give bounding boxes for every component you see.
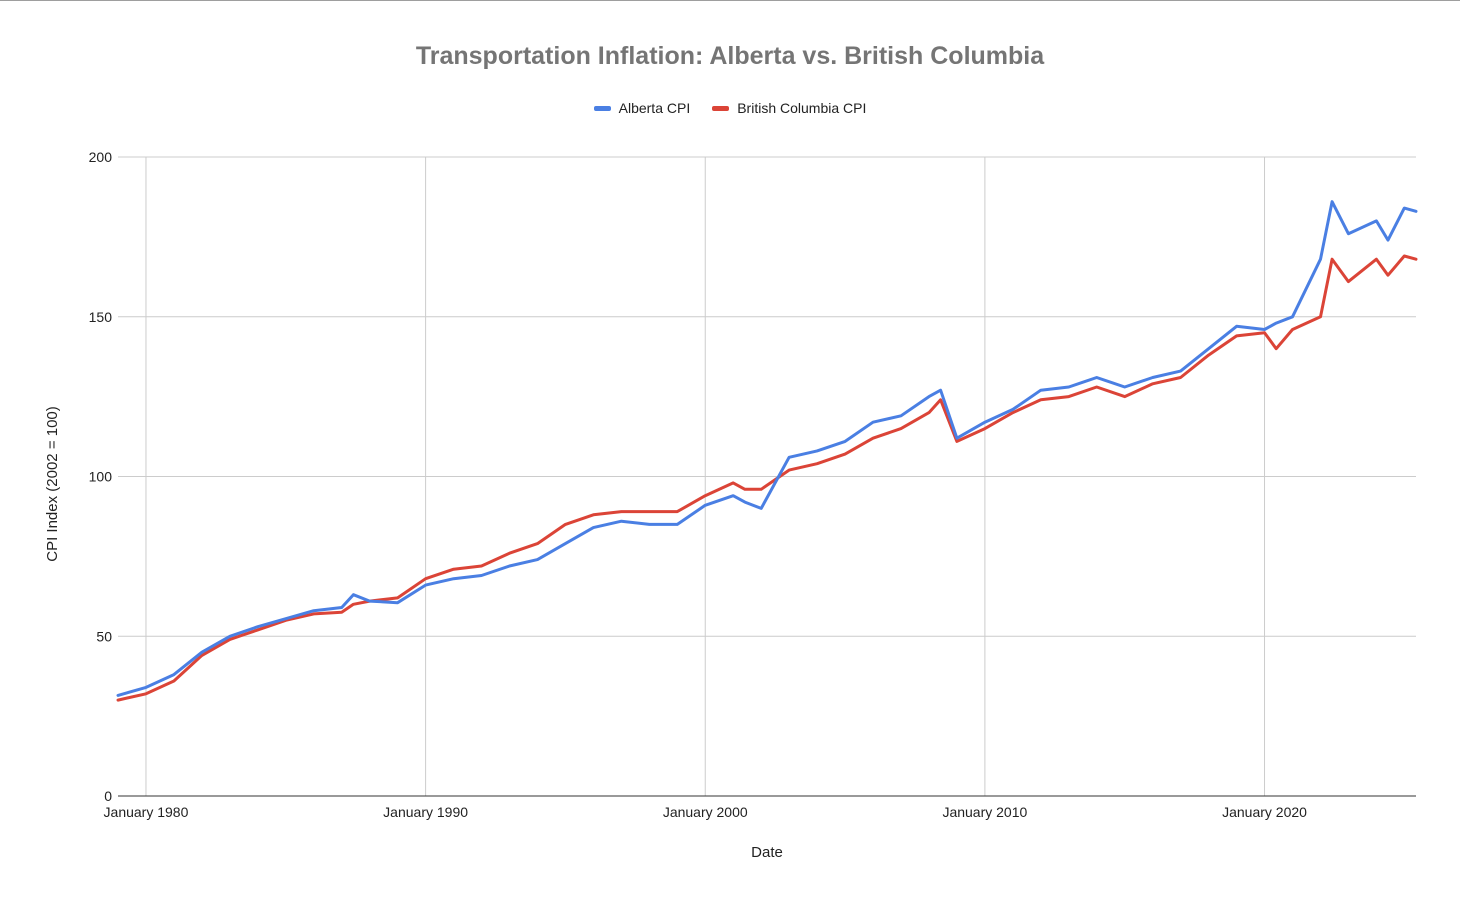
legend-item-british-columbia[interactable]: British Columbia CPI xyxy=(712,100,866,116)
legend-label-british-columbia: British Columbia CPI xyxy=(737,100,867,116)
y-axis-title: CPI Index (2002 = 100) xyxy=(44,406,61,562)
y-tick-label: 150 xyxy=(89,309,113,325)
series-line-british-columbia-cpi xyxy=(116,254,1418,702)
x-axis-title: Date xyxy=(751,844,783,861)
x-tick-label: January 2000 xyxy=(663,804,748,820)
legend-swatch-british-columbia xyxy=(712,105,730,111)
x-tick-label: January 2010 xyxy=(942,804,1027,820)
y-tick-label: 0 xyxy=(104,788,112,804)
x-tick-label: January 2020 xyxy=(1222,804,1307,820)
y-tick-label: 50 xyxy=(96,628,112,644)
legend-label-alberta: Alberta CPI xyxy=(618,100,691,116)
series-line-alberta-cpi xyxy=(116,200,1418,697)
chart-legend: Alberta CPI British Columbia CPI xyxy=(0,100,1460,116)
x-tick-label: January 1980 xyxy=(104,804,189,820)
chart-title: Transportation Inflation: Alberta vs. Br… xyxy=(415,42,1045,70)
legend-item-alberta[interactable]: Alberta CPI xyxy=(593,100,691,116)
series-layer xyxy=(116,200,1418,702)
grid-layer xyxy=(118,156,1416,796)
legend-swatch-alberta xyxy=(593,105,611,111)
y-tick-label: 100 xyxy=(89,469,113,485)
top-border-line xyxy=(0,0,1460,1)
x-tick-label: January 1990 xyxy=(383,804,468,820)
axis-layer: 0 50 100 150 200 January 1980 January 1990 Janu… xyxy=(89,149,1416,820)
y-tick-label: 200 xyxy=(89,149,113,165)
